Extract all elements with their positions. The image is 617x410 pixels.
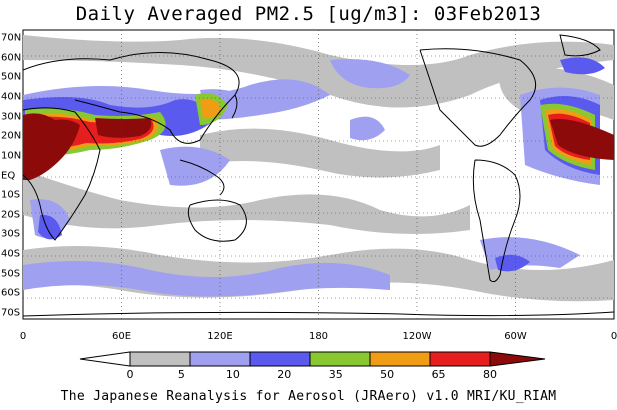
lat-label: 60N — [1, 52, 22, 64]
colorbar-segment — [489, 351, 546, 367]
lat-label: 10N — [1, 150, 22, 162]
colorbar-label: 50 — [380, 368, 395, 381]
credit-line: The Japanese Reanalysis for Aerosol (JRA… — [60, 389, 557, 404]
lat-label: 20S — [1, 209, 21, 221]
lat-label: 40S — [1, 248, 21, 260]
colorbar-segment — [429, 351, 491, 367]
colorbar-segment — [129, 351, 191, 367]
lon-label: 180 — [308, 331, 329, 342]
colorbar — [79, 351, 546, 367]
lon-label: 120W — [402, 331, 432, 342]
lon-label: 0 — [19, 331, 27, 342]
pm-band-80-plus — [23, 113, 614, 180]
colorbar-label: 35 — [328, 368, 343, 381]
coastlines — [23, 34, 614, 317]
lon-label: 120E — [207, 331, 233, 342]
lat-label: 20N — [1, 130, 22, 142]
colorbar-segment — [189, 351, 251, 367]
colorbar-label: 80 — [483, 368, 497, 381]
lat-label: 50S — [1, 268, 21, 280]
colorbar-label: 65 — [431, 368, 446, 381]
lat-label: 70S — [1, 307, 21, 319]
lon-label: 60W — [504, 331, 527, 342]
lon-label: 0 — [610, 331, 617, 342]
map-title: Daily Averaged PM2.5 [ug/m3]: 03Feb2013 — [75, 3, 542, 25]
colorbar-label: 20 — [277, 368, 292, 381]
colorbar-label: 0 — [126, 368, 134, 381]
colorbar-segment — [309, 351, 371, 367]
lat-label: 30S — [1, 228, 21, 240]
colorbar-segment — [79, 351, 131, 367]
colorbar-segment — [249, 351, 311, 367]
lat-label: 10S — [1, 189, 21, 201]
lat-label: 60S — [1, 287, 21, 299]
lon-label: 60E — [111, 331, 132, 342]
grid-lines — [23, 30, 614, 319]
colorbar-segment — [369, 351, 431, 367]
lat-label: 70N — [1, 32, 22, 44]
lat-label: 40N — [1, 91, 22, 103]
colorbar-label: 10 — [225, 368, 240, 381]
colorbar-label: 5 — [177, 368, 185, 381]
lat-label: EQ — [1, 170, 16, 181]
lat-label: 50N — [1, 71, 22, 83]
lat-label: 30N — [1, 111, 22, 123]
